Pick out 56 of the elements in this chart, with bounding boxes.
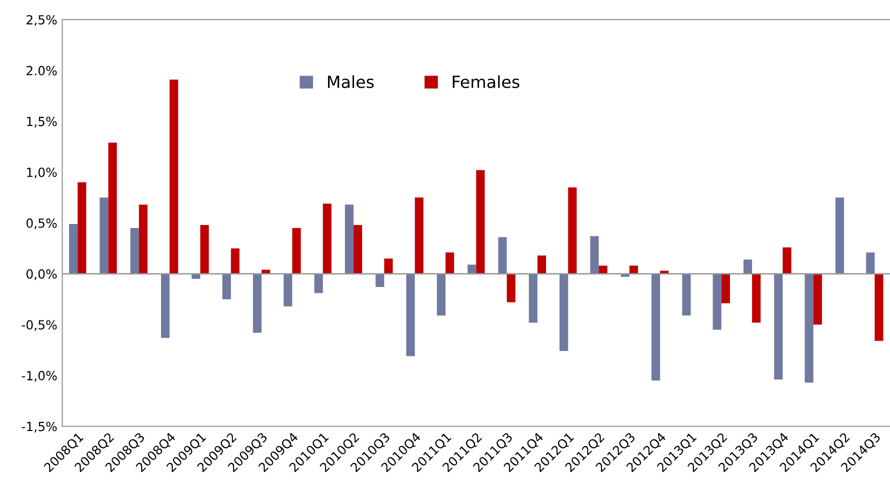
bar — [752, 274, 761, 323]
y-tick-label: -1,0% — [22, 370, 57, 382]
bar — [682, 274, 691, 316]
bar — [230, 248, 240, 274]
bar — [774, 274, 783, 380]
y-tick-label: 1,0% — [27, 168, 57, 178]
bar — [78, 182, 86, 274]
y-tick-label: 1,5% — [27, 116, 57, 128]
bar — [161, 274, 170, 338]
bar — [436, 274, 446, 316]
bar — [537, 255, 546, 274]
bar — [414, 198, 424, 274]
bar — [108, 142, 117, 274]
bar — [560, 274, 568, 352]
bar — [322, 204, 332, 274]
bar — [200, 224, 209, 274]
bar — [354, 224, 362, 274]
bar — [590, 236, 599, 274]
bar — [712, 274, 722, 330]
bar — [528, 274, 538, 323]
y-tick-label: -0,5% — [22, 320, 57, 331]
bar — [506, 274, 516, 302]
bar — [314, 274, 323, 294]
bar — [568, 187, 577, 274]
bar — [170, 80, 178, 274]
legend-label: Females — [452, 75, 520, 88]
y-tick-label: 0,0% — [26, 269, 57, 280]
bar — [406, 274, 415, 356]
bar — [721, 274, 730, 304]
bar — [376, 274, 384, 288]
bar — [743, 260, 752, 274]
bar — [100, 198, 108, 274]
bar — [384, 258, 393, 274]
bar — [813, 274, 822, 325]
bar — [130, 228, 139, 274]
bar — [252, 274, 262, 333]
bar — [498, 237, 507, 274]
bar — [652, 274, 660, 381]
bar — [445, 252, 454, 274]
y-tick-label: -1,5% — [22, 422, 57, 432]
y-tick-label: 0,5% — [26, 218, 57, 230]
y-tick-label: 2,5% — [26, 15, 57, 26]
bar — [292, 228, 301, 274]
bar — [476, 170, 485, 274]
bar — [804, 274, 814, 383]
bar — [138, 204, 148, 274]
bar — [782, 247, 792, 274]
bar — [835, 198, 844, 274]
y-tick-label: 2.0% — [26, 66, 57, 76]
bar — [874, 274, 884, 341]
bar — [866, 252, 875, 274]
legend-label: Males — [328, 75, 374, 88]
bar — [222, 274, 231, 300]
bar — [69, 224, 78, 274]
bar — [284, 274, 292, 306]
bar — [344, 204, 354, 274]
